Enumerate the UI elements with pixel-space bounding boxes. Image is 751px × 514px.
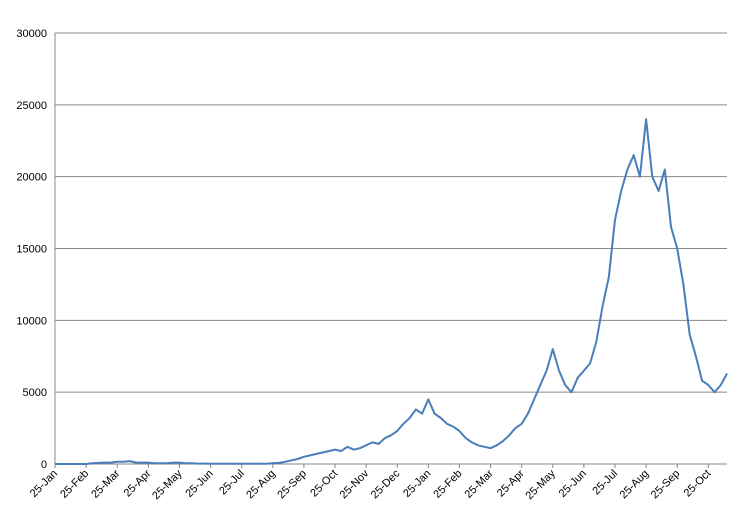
x-tick-label: 25-Jun xyxy=(183,468,215,500)
x-tick-label: 25-Mar xyxy=(463,467,496,500)
x-tick-label: 25-Feb xyxy=(58,468,91,501)
x-tick-label: 25-Oct xyxy=(308,468,340,500)
x-tick-label: 25-Jun xyxy=(557,468,589,500)
x-tick-label: 25-Mar xyxy=(89,467,122,500)
x-tick-label: 25-Oct xyxy=(682,468,714,500)
y-tick-label: 0 xyxy=(41,459,47,471)
x-tick-label: 25-Feb xyxy=(431,468,464,501)
x-tick-label: 25-Aug xyxy=(244,468,278,502)
y-tick-label: 5000 xyxy=(23,387,47,399)
x-tick-label: 25-Jan xyxy=(28,468,60,500)
x-tick-label: 25-May xyxy=(150,467,185,502)
x-tick-label: 25-Dec xyxy=(369,467,403,501)
y-tick-label: 20000 xyxy=(16,172,47,184)
x-tick-label: 25-Aug xyxy=(618,468,652,502)
y-tick-label: 10000 xyxy=(16,315,47,327)
y-tick-label: 25000 xyxy=(16,100,47,112)
x-tick-label: 25-Apr xyxy=(122,467,154,499)
y-tick-label: 30000 xyxy=(16,28,47,40)
x-tick-label: 25-Jul xyxy=(217,468,247,498)
x-tick-label: 25-Sep xyxy=(275,468,309,502)
x-tick-label: 25-Jul xyxy=(590,468,620,498)
y-tick-label: 15000 xyxy=(16,244,47,256)
x-tick-label: 25-May xyxy=(523,467,558,502)
x-tick-label: 25-Apr xyxy=(495,467,527,499)
x-tick-label: 25-Jan xyxy=(401,468,433,500)
x-tick-label: 25-Nov xyxy=(338,467,372,501)
x-tick-label: 25-Sep xyxy=(649,468,683,502)
data-line xyxy=(55,118,728,465)
